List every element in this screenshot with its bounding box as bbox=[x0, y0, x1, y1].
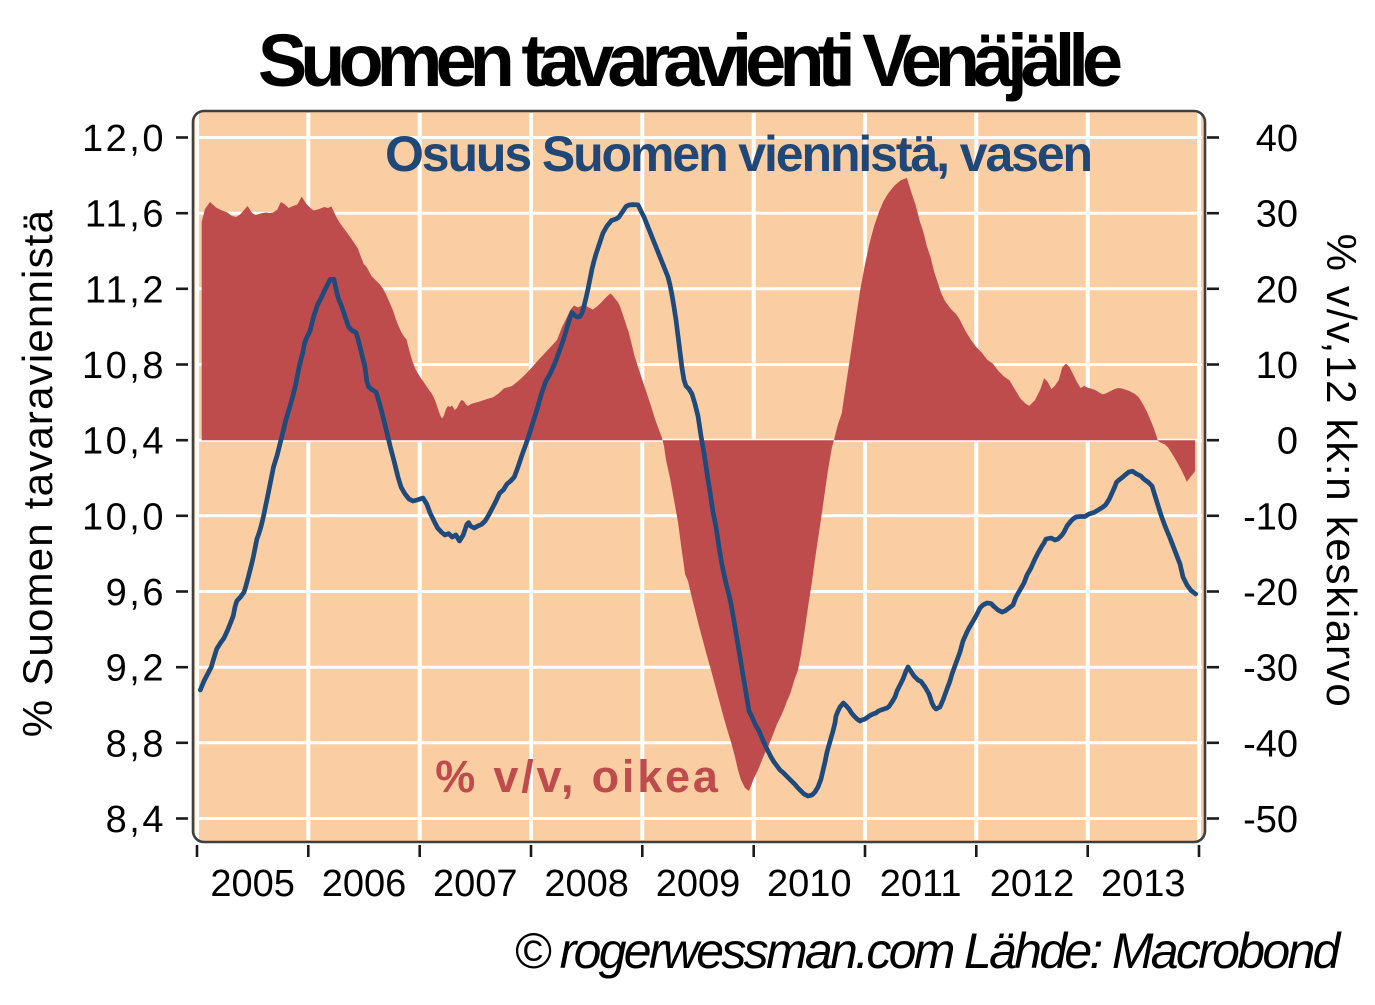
svg-text:2012: 2012 bbox=[990, 863, 1075, 905]
svg-text:-40: -40 bbox=[1243, 723, 1298, 765]
svg-text:Osuus Suomen viennistä, vasen: Osuus Suomen viennistä, vasen bbox=[385, 126, 1091, 182]
svg-text:11,2: 11,2 bbox=[85, 269, 166, 311]
svg-text:9,2: 9,2 bbox=[106, 648, 166, 690]
svg-text:-30: -30 bbox=[1243, 648, 1298, 690]
svg-text:% v/v,12 kk:n keskiarvo: % v/v,12 kk:n keskiarvo bbox=[1318, 234, 1365, 709]
svg-text:11,6: 11,6 bbox=[85, 194, 166, 236]
svg-text:% v/v, oikea: % v/v, oikea bbox=[435, 751, 720, 802]
svg-text:-20: -20 bbox=[1243, 572, 1298, 614]
svg-text:2006: 2006 bbox=[322, 863, 407, 905]
svg-text:12,0: 12,0 bbox=[82, 118, 166, 160]
svg-text:20: 20 bbox=[1256, 269, 1298, 311]
svg-text:8,4: 8,4 bbox=[106, 799, 166, 841]
svg-text:2013: 2013 bbox=[1101, 863, 1186, 905]
svg-text:10: 10 bbox=[1256, 345, 1298, 387]
svg-text:2007: 2007 bbox=[433, 863, 518, 905]
svg-text:9,6: 9,6 bbox=[106, 572, 166, 614]
svg-text:8,8: 8,8 bbox=[106, 723, 166, 765]
svg-text:© rogerwessman.com Lähde: Macr: © rogerwessman.com Lähde: Macrobond bbox=[514, 923, 1342, 979]
svg-text:10,4: 10,4 bbox=[82, 421, 166, 463]
svg-text:2005: 2005 bbox=[210, 863, 295, 905]
svg-text:2010: 2010 bbox=[767, 863, 852, 905]
svg-text:2011: 2011 bbox=[880, 863, 962, 905]
svg-text:0: 0 bbox=[1277, 421, 1298, 463]
svg-text:2009: 2009 bbox=[656, 863, 741, 905]
svg-text:10,8: 10,8 bbox=[82, 345, 166, 387]
svg-text:-10: -10 bbox=[1243, 496, 1298, 538]
svg-text:40: 40 bbox=[1256, 118, 1298, 160]
svg-text:% Suomen tavaraviennistä: % Suomen tavaraviennistä bbox=[14, 209, 61, 737]
svg-text:Suomen tavaravienti Venäjälle: Suomen tavaravienti Venäjälle bbox=[258, 19, 1121, 102]
svg-text:-50: -50 bbox=[1243, 799, 1298, 841]
svg-text:30: 30 bbox=[1256, 194, 1298, 236]
svg-text:10,0: 10,0 bbox=[82, 496, 166, 538]
svg-text:2008: 2008 bbox=[544, 863, 629, 905]
